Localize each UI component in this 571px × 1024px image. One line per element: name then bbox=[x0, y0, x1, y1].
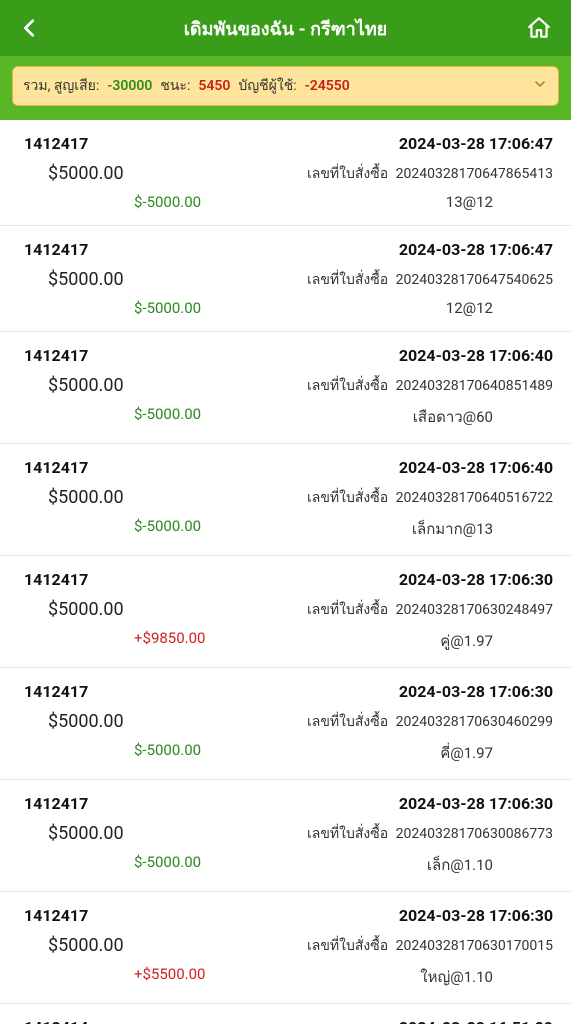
bet-amount: $5000.00 bbox=[24, 269, 124, 291]
bet-result: $-5000.00 bbox=[24, 853, 201, 877]
bet-id: 1412417 bbox=[24, 570, 88, 589]
bet-amount: $5000.00 bbox=[24, 711, 124, 733]
summary-wrap: รวม, สูญเสีย: -30000 ชนะ: 5450 บัญชีผู้ใ… bbox=[0, 56, 571, 120]
bet-amount: $5000.00 bbox=[24, 823, 124, 845]
back-button[interactable] bbox=[16, 14, 44, 42]
app-header: เดิมพันของฉัน - กรีฑาไทย bbox=[0, 0, 571, 56]
bet-selection: เล็กมาก@13 bbox=[412, 517, 553, 541]
bet-id: 1412417 bbox=[24, 134, 88, 153]
bet-selection: เล็ก@1.10 bbox=[427, 853, 553, 877]
page-title: เดิมพันของฉัน - กรีฑาไทย bbox=[0, 14, 571, 43]
bet-time: 2024-03-28 17:06:40 bbox=[399, 458, 553, 477]
bet-id: 1412414 bbox=[24, 1018, 88, 1024]
bet-result: $-5000.00 bbox=[24, 405, 201, 429]
bet-result: $-5000.00 bbox=[24, 193, 201, 211]
bet-order: เลขที่ใบสั่งซื้อ 20240328170640851489 bbox=[307, 375, 553, 397]
chevron-left-icon bbox=[19, 17, 41, 39]
home-icon bbox=[526, 15, 552, 41]
bet-order: เลขที่ใบสั่งซื้อ 20240328170647865413 bbox=[307, 163, 553, 185]
home-button[interactable] bbox=[523, 12, 555, 44]
bet-amount: $5000.00 bbox=[24, 487, 124, 509]
bet-time: 2024-03-28 17:06:30 bbox=[399, 906, 553, 925]
summary-win-label: ชนะ: bbox=[160, 75, 190, 97]
bet-result: $-5000.00 bbox=[24, 517, 201, 541]
bet-time: 2024-03-28 17:06:47 bbox=[399, 240, 553, 259]
bet-selection: 12@12 bbox=[446, 299, 553, 317]
bet-time: 2024-03-28 17:06:30 bbox=[399, 682, 553, 701]
summary-win-value: 5450 bbox=[198, 78, 230, 94]
summary-total-label: รวม, สูญเสีย: bbox=[23, 75, 99, 97]
bet-time: 2024-03-28 17:06:30 bbox=[399, 570, 553, 589]
bet-result: $-5000.00 bbox=[24, 299, 201, 317]
bet-order: เลขที่ใบสั่งซื้อ 20240328170647540625 bbox=[307, 269, 553, 291]
bet-id: 1412417 bbox=[24, 346, 88, 365]
bet-order: เลขที่ใบสั่งซื้อ 20240328170640516722 bbox=[307, 487, 553, 509]
bet-card[interactable]: 1412417 2024-03-28 17:06:30 $5000.00 เลขที่… bbox=[0, 668, 571, 780]
bet-card[interactable]: 1412417 2024-03-28 17:06:30 $5000.00 เลขที่… bbox=[0, 892, 571, 1004]
bet-card[interactable]: 1412417 2024-03-28 17:06:30 $5000.00 เลขที่… bbox=[0, 780, 571, 892]
bet-id: 1412417 bbox=[24, 794, 88, 813]
bet-card[interactable]: 1412417 2024-03-28 17:06:40 $5000.00 เลขที่… bbox=[0, 444, 571, 556]
bet-order: เลขที่ใบสั่งซื้อ 20240328170630086773 bbox=[307, 823, 553, 845]
bet-card[interactable]: 1412417 2024-03-28 17:06:40 $5000.00 เลขที่… bbox=[0, 332, 571, 444]
bet-amount: $5000.00 bbox=[24, 935, 124, 957]
bet-id: 1412417 bbox=[24, 906, 88, 925]
bet-time: 2024-03-28 17:06:47 bbox=[399, 134, 553, 153]
summary-total-value: -30000 bbox=[107, 78, 152, 94]
summary-balance-label: บัญชีผู้ใช้: bbox=[238, 75, 296, 97]
bet-amount: $5000.00 bbox=[24, 599, 124, 621]
bet-selection: คี่@1.97 bbox=[440, 741, 553, 765]
chevron-down-icon bbox=[532, 76, 548, 96]
bet-card[interactable]: 1412417 2024-03-28 17:06:47 $5000.00 เลขที่… bbox=[0, 226, 571, 332]
bet-card[interactable]: 1412417 2024-03-28 17:06:30 $5000.00 เลขที่… bbox=[0, 556, 571, 668]
bet-result: +$5500.00 bbox=[24, 965, 205, 989]
bet-id: 1412417 bbox=[24, 458, 88, 477]
bet-card-partial[interactable]: 1412414 2024-03-28 16:51:09 bbox=[0, 1004, 571, 1024]
bet-time: 2024-03-28 17:06:30 bbox=[399, 794, 553, 813]
bet-amount: $5000.00 bbox=[24, 163, 124, 185]
summary-balance-value: -24550 bbox=[305, 78, 350, 94]
bet-time: 2024-03-28 17:06:40 bbox=[399, 346, 553, 365]
bet-order: เลขที่ใบสั่งซื้อ 20240328170630460299 bbox=[307, 711, 553, 733]
bet-selection: 13@12 bbox=[446, 193, 553, 211]
summary-bar[interactable]: รวม, สูญเสีย: -30000 ชนะ: 5450 บัญชีผู้ใ… bbox=[12, 66, 559, 106]
bet-order: เลขที่ใบสั่งซื้อ 20240328170630248497 bbox=[307, 599, 553, 621]
bet-time: 2024-03-28 16:51:09 bbox=[399, 1018, 553, 1024]
bet-id: 1412417 bbox=[24, 240, 88, 259]
bet-selection: คู่@1.97 bbox=[440, 629, 553, 653]
bet-result: +$9850.00 bbox=[24, 629, 205, 653]
bet-selection: ใหญ่@1.10 bbox=[420, 965, 553, 989]
bet-amount: $5000.00 bbox=[24, 375, 124, 397]
bet-card[interactable]: 1412417 2024-03-28 17:06:47 $5000.00 เลขที่… bbox=[0, 120, 571, 226]
bet-id: 1412417 bbox=[24, 682, 88, 701]
bet-list[interactable]: 1412417 2024-03-28 17:06:47 $5000.00 เลขที่… bbox=[0, 120, 571, 1024]
bet-result: $-5000.00 bbox=[24, 741, 201, 765]
bet-selection: เสือดาว@60 bbox=[413, 405, 553, 429]
bet-order: เลขที่ใบสั่งซื้อ 20240328170630170015 bbox=[307, 935, 553, 957]
